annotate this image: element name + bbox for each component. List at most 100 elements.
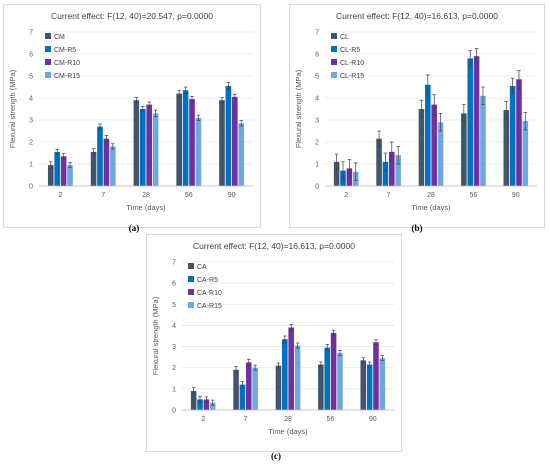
bar-ca-r10 bbox=[246, 362, 252, 410]
bar-cm-r5 bbox=[139, 109, 146, 186]
bar-ca-r5 bbox=[324, 347, 330, 410]
bar-cl-r10 bbox=[473, 56, 480, 187]
bar-cl bbox=[376, 138, 382, 186]
legend-label: CA-R15 bbox=[197, 303, 222, 310]
legend-swatch bbox=[45, 46, 51, 52]
y-tick-label: 2 bbox=[315, 140, 319, 147]
bar-cl bbox=[461, 113, 467, 186]
bar-cl-r5 bbox=[509, 85, 516, 186]
x-tick-label: 90 bbox=[512, 192, 520, 199]
bar-cm bbox=[219, 100, 225, 186]
caption-c: (c) bbox=[271, 451, 281, 461]
y-tick-label: 4 bbox=[29, 96, 33, 103]
bar-cm-r5 bbox=[54, 151, 60, 186]
bar-ca bbox=[233, 369, 239, 410]
x-axis-title: Time (days) bbox=[411, 203, 451, 212]
bar-ca-r15 bbox=[379, 358, 386, 410]
x-tick-label: 56 bbox=[327, 416, 335, 423]
bar-ca-r10 bbox=[330, 332, 337, 410]
bar-ca-r15 bbox=[209, 402, 216, 410]
y-tick-label: 0 bbox=[172, 408, 176, 415]
bar-cm-r5 bbox=[182, 90, 189, 186]
bar-cl-r5 bbox=[425, 84, 431, 186]
bar-ca-r5 bbox=[282, 339, 288, 410]
legend-swatch bbox=[45, 72, 51, 78]
bar-cl-r5 bbox=[382, 161, 389, 186]
legend-swatch bbox=[331, 33, 337, 39]
bar-cm-r5 bbox=[97, 126, 103, 186]
bar-cm-r10 bbox=[232, 96, 238, 186]
y-tick-label: 1 bbox=[172, 386, 176, 393]
x-tick-label: 2 bbox=[58, 192, 62, 199]
y-tick-label: 7 bbox=[315, 30, 319, 37]
chart-frame bbox=[289, 4, 545, 228]
legend-label: CA bbox=[197, 264, 207, 271]
bar-cl-r15 bbox=[395, 155, 401, 186]
x-axis-title: Time (days) bbox=[126, 203, 166, 212]
x-tick-label: 90 bbox=[369, 416, 377, 423]
bar-cl-r15 bbox=[480, 95, 486, 186]
legend-swatch bbox=[188, 289, 194, 295]
bar-cl-r10 bbox=[431, 104, 437, 186]
bar-ca-r10 bbox=[373, 342, 379, 410]
x-tick-label: 28 bbox=[142, 192, 150, 199]
y-tick-label: 4 bbox=[172, 323, 176, 330]
chart-frame bbox=[146, 234, 402, 452]
y-tick-label: 1 bbox=[315, 162, 319, 169]
bar-cl-r15 bbox=[522, 121, 529, 186]
y-tick-label: 5 bbox=[315, 74, 319, 81]
legend-swatch bbox=[331, 72, 337, 78]
y-tick-label: 2 bbox=[29, 140, 33, 147]
bar-cm-r15 bbox=[195, 117, 202, 186]
chart-panel-b: 0 1 2 3 4 5 6 7 2 7 28 56 90 Current effect: F(12, 40… bbox=[289, 4, 545, 228]
bar-ca-r5 bbox=[366, 364, 373, 410]
bar-cm-r5 bbox=[225, 85, 232, 186]
bar-cm-r15 bbox=[67, 165, 73, 186]
y-tick-label: 1 bbox=[29, 162, 33, 169]
legend-label: CM-R10 bbox=[54, 60, 80, 67]
y-tick-label: 3 bbox=[315, 118, 319, 125]
bar-ca-r15 bbox=[337, 352, 343, 410]
legend-label: CL-R15 bbox=[340, 73, 364, 80]
bar-cm-r15 bbox=[152, 113, 159, 186]
x-tick-label: 2 bbox=[201, 416, 205, 423]
bar-ca-r10 bbox=[288, 327, 294, 410]
y-tick-label: 7 bbox=[172, 260, 176, 267]
chart-title: Current effect: F(12, 40)=20.547, p=0.00… bbox=[51, 11, 213, 21]
bar-cl-r15 bbox=[437, 122, 444, 186]
legend-label: CL-R5 bbox=[340, 47, 360, 54]
caption-a: (a) bbox=[128, 223, 140, 233]
chart-frame bbox=[3, 4, 261, 228]
bar-cm bbox=[133, 100, 140, 186]
bar-ca bbox=[318, 364, 324, 410]
y-tick-label: 3 bbox=[172, 344, 176, 351]
bar-cm-r15 bbox=[110, 146, 116, 186]
y-axis-title: Flexural strength (MPa) bbox=[151, 296, 160, 375]
legend-swatch bbox=[331, 59, 337, 65]
bar-cm-r15 bbox=[238, 123, 245, 186]
bar-cm-r10 bbox=[103, 138, 110, 186]
bar-ca bbox=[275, 365, 282, 410]
bar-cm bbox=[90, 151, 97, 186]
x-tick-label: 28 bbox=[284, 416, 292, 423]
bar-cm bbox=[47, 165, 54, 186]
bar-ca-r15 bbox=[252, 367, 258, 410]
legend-label: CA-R10 bbox=[197, 290, 222, 297]
legend-swatch bbox=[188, 302, 194, 308]
bar-cl bbox=[503, 110, 510, 186]
bar-cl-r10 bbox=[516, 79, 522, 186]
bar-ca bbox=[190, 390, 197, 410]
legend-swatch bbox=[331, 46, 337, 52]
bar-ca-r5 bbox=[197, 399, 203, 410]
bar-cl-r5 bbox=[467, 58, 473, 186]
x-tick-label: 2 bbox=[344, 192, 348, 199]
legend-swatch bbox=[45, 33, 51, 39]
y-tick-label: 0 bbox=[29, 184, 33, 191]
y-tick-label: 3 bbox=[29, 118, 33, 125]
legend-label: CL bbox=[340, 34, 349, 41]
x-tick-label: 7 bbox=[387, 192, 391, 199]
legend-swatch bbox=[45, 59, 51, 65]
legend-swatch bbox=[188, 263, 194, 269]
